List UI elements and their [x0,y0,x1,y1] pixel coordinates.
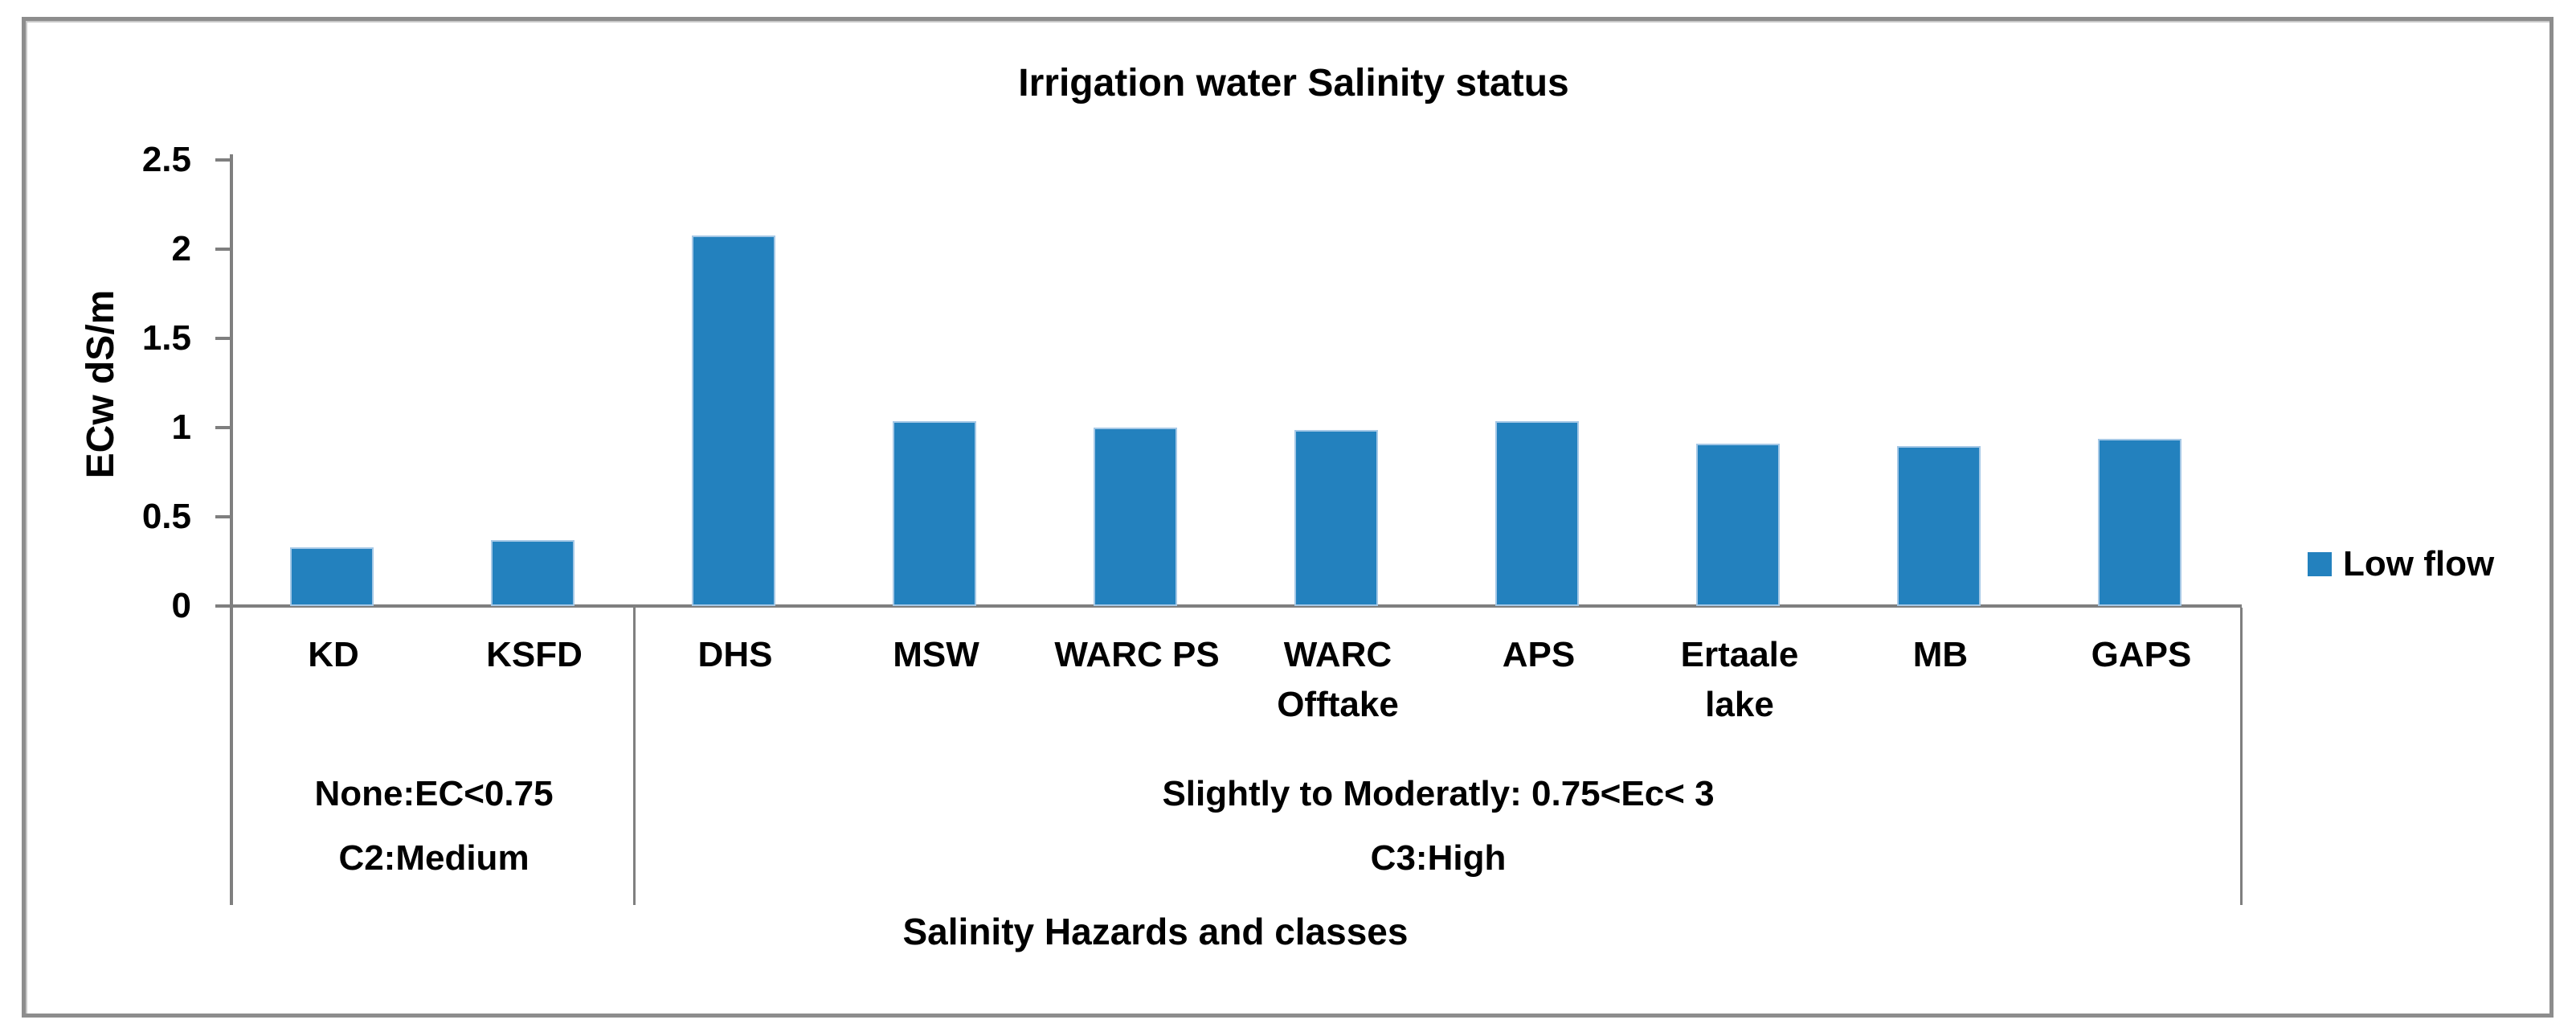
bar-warc-ps [1094,428,1177,606]
category-label-line: APS [1502,635,1576,674]
bar-dhs [692,235,775,606]
y-tick-label: 0 [171,586,191,625]
bar-kd [290,547,374,606]
x-axis-title: Salinity Hazards and classes [902,911,1409,952]
category-label-line: GAPS [2091,635,2192,674]
legend-swatch-icon [2308,552,2332,576]
y-tick-label: 0.5 [141,497,191,536]
category-label-line: lake [1705,685,1774,724]
salinity-group-label: Slightly to Moderatly: 0.75<Ec< 3 [1162,774,1715,813]
category-label-line: MSW [893,635,979,674]
chart-title: Irrigation water Salinity status [1018,62,1569,104]
category-label-line: Offtake [1277,685,1399,724]
category-label-aps: APS [1438,630,1639,680]
category-label-line: DHS [697,635,773,674]
category-label-warc-offtake: WARC Offtake [1237,630,1438,730]
category-label-line: WARC [1283,635,1392,674]
group-boundary-line [633,608,636,905]
class-group-label: C2:Medium [338,838,530,878]
category-label-ksfd: KSFD [434,630,635,680]
salinity-group-label: None:EC<0.75 [314,774,554,813]
y-axis-tick [215,515,230,518]
y-tick-label: 1.5 [141,318,191,358]
category-label-ertaale-lake: Ertaale lake [1639,630,1840,730]
bar-ksfd [491,540,574,606]
x-axis-line [230,604,2242,608]
y-tick-label: 1 [171,407,191,447]
class-group-label: C3:High [1370,838,1507,878]
bar-gaps [2098,439,2181,606]
category-label-warc-ps: WARC PS [1037,630,1237,680]
y-axis-line [230,154,233,905]
bar-ertaale-lake [1696,444,1780,606]
y-tick-label: 2 [171,229,191,268]
category-label-dhs: DHS [635,630,836,680]
y-axis-tick [215,604,230,608]
y-axis-tick [215,337,230,340]
y-tick-label: 2.5 [141,140,191,179]
y-axis-tick [215,158,230,162]
legend-label: Low flow [2343,544,2495,584]
group-boundary-line [2240,608,2243,905]
bar-msw [893,421,976,606]
y-axis-tick [215,248,230,251]
category-label-gaps: GAPS [2041,630,2242,680]
category-label-line: WARC PS [1054,635,1220,674]
legend: Low flow [2308,545,2494,584]
category-label-line: Ertaale [1680,635,1799,674]
category-label-line: KSFD [486,635,583,674]
bar-aps [1495,421,1579,606]
bar-mb [1897,446,1981,606]
category-label-line: MB [1912,635,1969,674]
category-label-msw: MSW [836,630,1037,680]
category-label-line: KD [308,635,359,674]
category-label-kd: KD [233,630,434,680]
category-label-mb: MB [1840,630,2041,680]
bar-warc-offtake [1294,430,1378,606]
y-axis-tick [215,426,230,429]
